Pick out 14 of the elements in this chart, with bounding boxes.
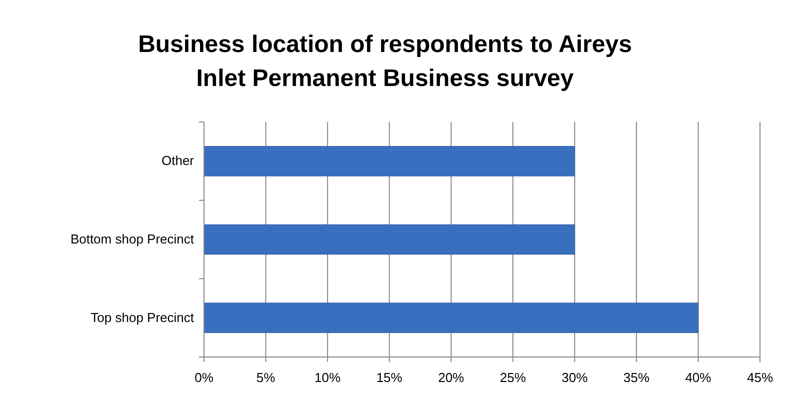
y-tick-label: Bottom shop Precinct (70, 232, 194, 246)
x-tick-label: 0% (194, 370, 214, 385)
x-tick-label: 40% (685, 370, 712, 385)
x-tick-label: 10% (314, 370, 341, 385)
chart-title: Business location of respondents to Aireys Inlet Permanent Business survey (138, 31, 632, 92)
y-tick-label: Top shop Precinct (90, 310, 194, 325)
x-tick-label: 15% (376, 370, 403, 385)
x-tick-label: 30% (562, 370, 588, 385)
x-tick-label: 25% (500, 370, 526, 385)
x-tick-label: 45% (746, 370, 774, 385)
y-tick-label: Other (161, 153, 195, 168)
x-tick-label: 5% (256, 370, 276, 385)
x-tick-label: 20% (438, 370, 465, 385)
x-tick-label: 35% (623, 370, 650, 385)
